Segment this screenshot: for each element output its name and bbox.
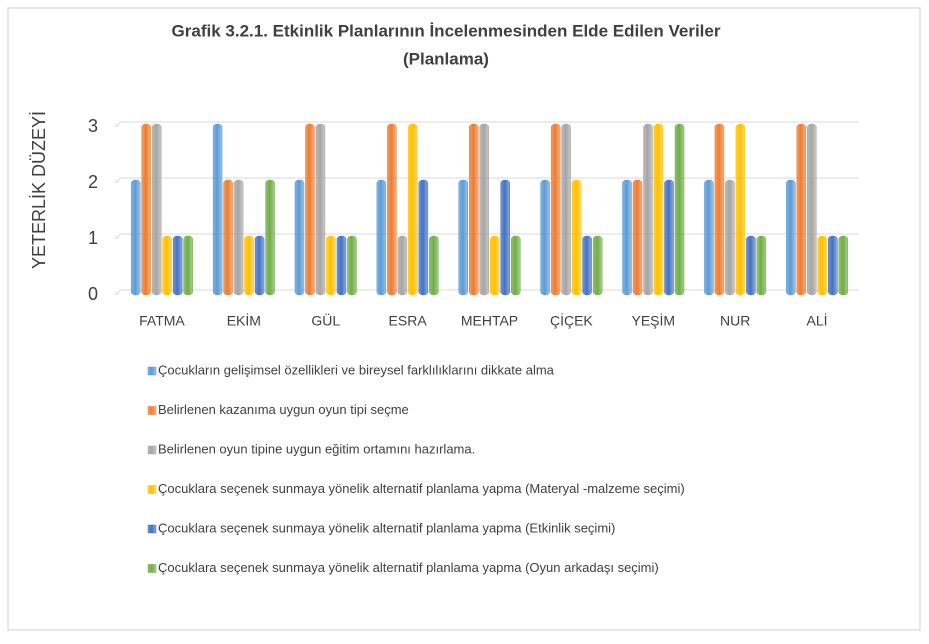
x-tick-label: ÇİÇEK: [550, 312, 593, 329]
bar: [294, 179, 305, 296]
bar: [582, 235, 592, 296]
y-tick-label: 0: [88, 284, 98, 304]
bar: [490, 235, 500, 296]
x-tick-label: NUR: [720, 313, 750, 329]
bar: [807, 123, 817, 296]
bar: [756, 235, 767, 296]
bar: [511, 235, 521, 296]
bar: [254, 235, 265, 296]
bar: [233, 179, 244, 296]
bar: [418, 179, 429, 296]
bar: [704, 179, 714, 296]
bar: [212, 123, 223, 296]
bar: [714, 123, 725, 296]
bar: [244, 235, 254, 296]
bar: [469, 123, 479, 296]
bar: [561, 123, 571, 296]
bar: [674, 123, 685, 296]
x-tick-label: GÜL: [311, 312, 340, 329]
y-axis-label: YETERLİK DÜZEYİ: [29, 111, 49, 269]
x-tick-label: ALİ: [807, 312, 828, 329]
legend-label: Çocuklara seçenek sunmaya yönelik altern…: [158, 520, 615, 535]
bar: [376, 179, 387, 296]
bar: [796, 123, 807, 296]
bar: [315, 123, 326, 296]
bar: [746, 235, 756, 296]
legend-swatch: [147, 564, 157, 573]
bar: [326, 235, 336, 296]
grid-line: [114, 289, 122, 296]
bar: [735, 123, 746, 296]
x-tick-label: EKİM: [227, 312, 261, 329]
legend-swatch: [147, 445, 157, 455]
bar: [622, 179, 632, 296]
legend-swatch: [147, 406, 157, 415]
bar: [838, 235, 849, 296]
x-tick-label: MEHTAP: [461, 313, 518, 329]
bar: [786, 179, 796, 296]
bar: [458, 179, 468, 296]
chart-border: [7, 7, 921, 631]
legend-label: Çocukların gelişimsel özellikleri ve bir…: [158, 362, 555, 377]
bar: [130, 179, 141, 296]
bar: [151, 123, 162, 296]
x-tick-label: ESRA: [389, 313, 428, 329]
bar: [172, 235, 183, 296]
bar: [500, 179, 510, 296]
legend-swatch: [147, 524, 157, 534]
legend-swatch: [147, 485, 157, 494]
chart-title: Grafik 3.2.1. Etkinlik Planlarının İncel…: [172, 21, 721, 40]
grid-line: [114, 233, 122, 240]
bar: [479, 123, 489, 296]
x-tick-label: FATMA: [139, 313, 185, 329]
bar: [265, 179, 275, 296]
bar: [183, 235, 193, 296]
bar: [632, 179, 643, 296]
bar: [408, 123, 418, 296]
bar: [305, 123, 315, 296]
bar: [571, 179, 582, 296]
grid-line: [114, 121, 122, 128]
legend-label: Belirlenen kazanıma uygun oyun tipi seçm…: [158, 402, 409, 417]
bar: [725, 179, 735, 296]
bar: [162, 235, 172, 296]
y-tick-label: 2: [88, 172, 98, 192]
bar: [817, 235, 828, 296]
x-tick-label: YEŞİM: [631, 312, 675, 329]
bar: [336, 235, 347, 296]
bar: [223, 179, 233, 296]
bar: [828, 235, 838, 296]
bar: [550, 123, 561, 296]
bar: [540, 179, 550, 296]
bar: [664, 179, 674, 296]
bar: [592, 235, 603, 296]
legend-label: Çocuklara seçenek sunmaya yönelik altern…: [158, 560, 659, 575]
legend-swatch: [147, 366, 157, 376]
bar: [653, 123, 664, 296]
bar: [429, 235, 439, 296]
grid-line: [114, 177, 122, 184]
legend-label: Çocuklara seçenek sunmaya yönelik altern…: [158, 481, 685, 496]
y-tick-label: 1: [88, 228, 98, 248]
bar: [397, 235, 408, 296]
bar: [387, 123, 397, 296]
legend-label: Belirlenen oyun tipine uygun eğitim orta…: [158, 441, 475, 456]
chart-title: (Planlama): [403, 49, 489, 68]
y-tick-label: 3: [88, 116, 98, 136]
bar: [347, 235, 357, 296]
bar: [141, 123, 151, 296]
bar: [643, 123, 653, 296]
